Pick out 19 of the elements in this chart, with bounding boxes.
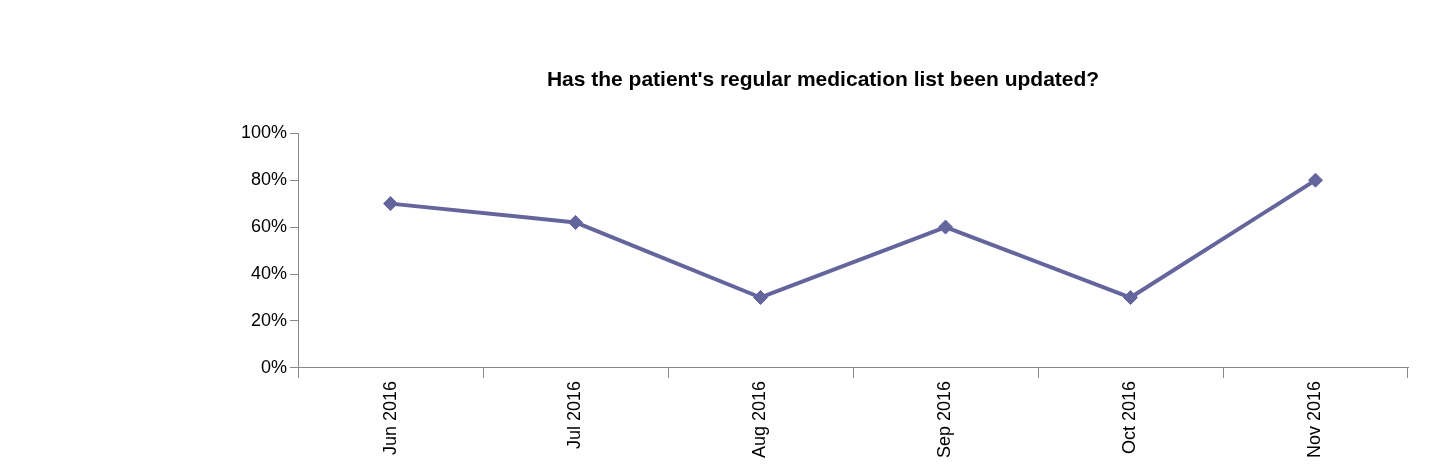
x-tick-label: Jun 2016	[379, 380, 400, 456]
x-tick-label: Nov 2016	[1304, 380, 1325, 458]
y-tick-label: 80%	[251, 169, 288, 190]
point	[1123, 290, 1139, 306]
y-tick-label: 60%	[251, 216, 288, 237]
x-tick-label: Jul 2016	[564, 380, 585, 449]
point	[383, 196, 399, 212]
x-tick-label: Sep 2016	[934, 380, 955, 459]
x-tick-label: Aug 2016	[749, 380, 770, 459]
y-tick-label: 0%	[261, 356, 288, 377]
x-tick-label: Oct 2016	[1119, 380, 1140, 454]
y-tick-label: 100%	[240, 122, 288, 143]
point	[568, 214, 584, 230]
point	[1308, 172, 1323, 188]
chart-title: Has the patient's regular medication list been updated?	[546, 67, 1100, 91]
y-tick-label: 40%	[251, 263, 288, 284]
point	[938, 219, 954, 235]
point	[753, 290, 769, 306]
y-tick-label: 20%	[251, 309, 288, 330]
